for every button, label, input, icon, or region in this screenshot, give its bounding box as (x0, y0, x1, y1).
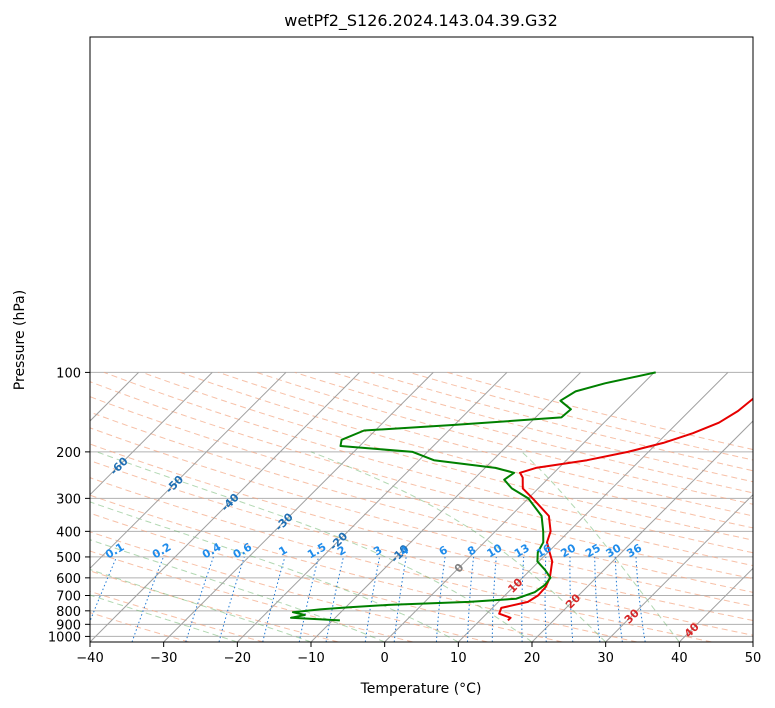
axes: −40 −30 −20 −10 0 10 20 30 40 50 100 200 300 400 500 60… (48, 366, 761, 666)
x-tick-label: 20 (524, 651, 541, 666)
isotherm-line (310, 372, 581, 642)
moist-adiabat (90, 539, 385, 642)
isotherm-line (163, 372, 434, 642)
sounding-profiles (290, 371, 753, 622)
mixing-ratio-line (185, 556, 214, 642)
moist-adiabat (90, 568, 312, 642)
dry-adiabat (90, 460, 753, 636)
x-tick-label: 40 (671, 651, 688, 666)
y-tick-label: 500 (56, 551, 81, 566)
temperature-profile-line (498, 397, 753, 622)
y-tick-label: 300 (56, 492, 81, 507)
x-tick-label: −20 (224, 651, 251, 666)
y-tick-label: 1000 (48, 630, 81, 645)
dewpoint-profile-line (290, 371, 656, 622)
dry-adiabat (90, 570, 339, 642)
isotherm-line (90, 372, 287, 570)
moist-adiabats (90, 451, 680, 642)
moist-adiabat (90, 594, 238, 642)
dry-adiabat (332, 371, 753, 483)
x-tick-label: −30 (150, 651, 177, 666)
x-tick-label: 0 (381, 651, 389, 666)
x-tick-label: 30 (597, 651, 614, 666)
dry-adiabat (90, 477, 712, 642)
moist-adiabat (90, 501, 459, 642)
isotherm-line (678, 567, 753, 642)
dry-adiabat (90, 531, 488, 642)
y-axis-label: Pressure (hPa) (12, 290, 28, 390)
x-axis-label: Temperature (°C) (360, 681, 482, 697)
dry-adiabat (90, 411, 753, 593)
isotherm-line (605, 493, 753, 642)
x-tick-label: 50 (745, 651, 762, 666)
dry-adiabat (90, 396, 753, 580)
dry-adiabat (218, 371, 753, 517)
dry-adiabat (294, 371, 753, 494)
isotherms (90, 372, 753, 642)
y-tick-label: 100 (56, 366, 81, 381)
y-tick-label: 400 (56, 525, 81, 540)
dry-adiabat (90, 443, 753, 622)
mixing-ratio-line (218, 556, 245, 642)
moist-adiabat (310, 451, 607, 642)
chart-title: wetPf2_S126.2024.143.04.39.G32 (284, 11, 558, 31)
dry-adiabat (103, 371, 753, 554)
y-tick-label: 600 (56, 572, 81, 587)
dry-adiabat (90, 512, 563, 642)
isotherm-line (384, 372, 655, 642)
mixing-ratio-line (131, 556, 164, 642)
moist-adiabat (96, 451, 533, 642)
isotherm-line (90, 372, 213, 496)
isotherm-line (90, 372, 360, 642)
dry-adiabat (90, 590, 264, 642)
y-tick-label: 700 (56, 590, 81, 605)
x-tick-label: −10 (297, 651, 324, 666)
y-tick-label: 900 (56, 618, 81, 633)
isotherm-line (457, 372, 729, 642)
dry-adiabat (142, 371, 753, 541)
plot-area: -100-90-80-70-60-50-40-30-20-10010203040… (90, 371, 753, 642)
moist-adiabat (521, 451, 680, 642)
x-tick-label: 10 (450, 651, 467, 666)
mixing-ratio-lines (90, 556, 646, 642)
y-tick-label: 800 (56, 605, 81, 620)
plot-frame (89, 36, 754, 643)
x-tick-label: −40 (76, 651, 103, 666)
isotherm-line (90, 372, 139, 422)
y-tick-label: 200 (56, 446, 81, 461)
isotherm-line (236, 372, 508, 642)
isotherm-line (531, 420, 753, 642)
